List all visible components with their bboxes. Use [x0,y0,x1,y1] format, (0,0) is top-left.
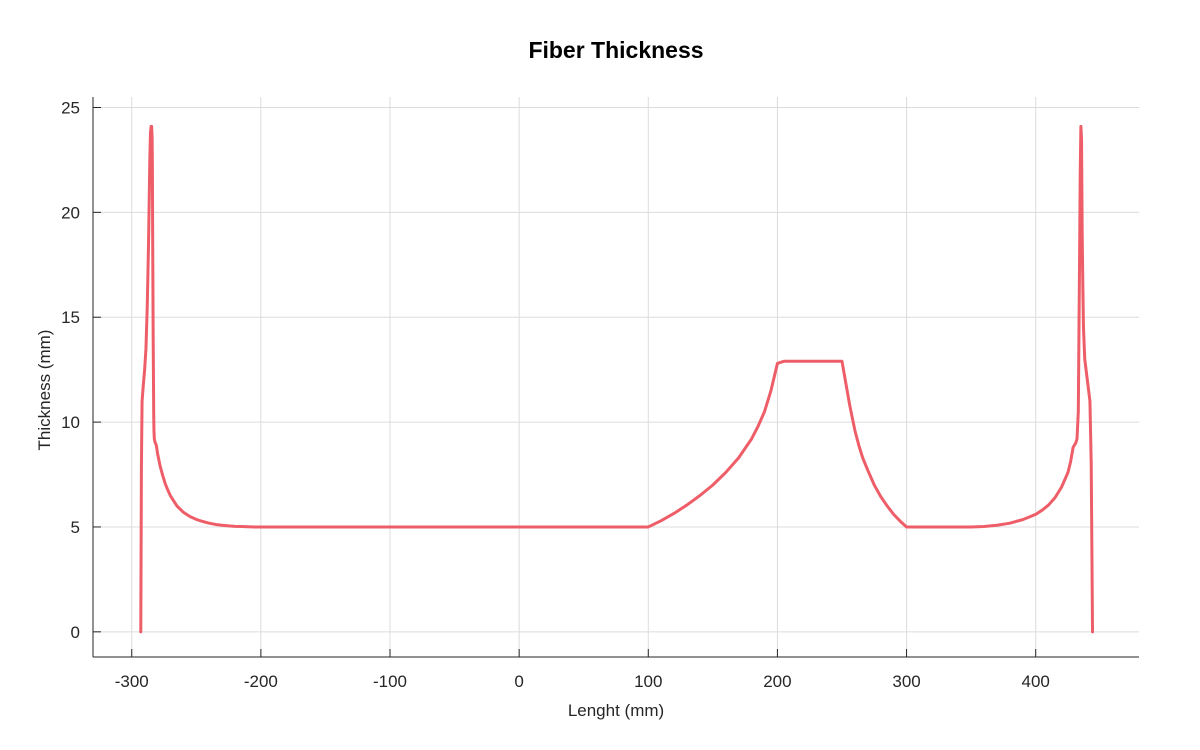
y-gridlines [93,106,1139,633]
series-layer [139,124,1095,634]
x-tick-label-2: -100 [373,672,407,691]
x-tick-label-1: -200 [244,672,278,691]
y-tick-label-5: 25 [61,98,80,117]
y-tick-label-0: 0 [71,623,80,642]
x-tick-label-4: 100 [634,672,662,691]
series-line-0 [139,124,1095,634]
y-axis-label: Thickness (mm) [35,330,54,451]
x-tick-label-6: 300 [892,672,920,691]
y-ticks: 0 5 10 15 20 25 [61,98,101,642]
x-tick-label-5: 200 [763,672,791,691]
y-tick-label-1: 5 [71,518,80,537]
x-tick-label-3: 0 [514,672,523,691]
x-gridlines [131,97,1037,657]
x-ticks: -300 -200 -100 0 100 200 300 400 [115,649,1050,691]
x-tick-label-7: 400 [1022,672,1050,691]
y-tick-label-2: 10 [61,413,80,432]
axes [92,97,1139,658]
y-tick-label-3: 15 [61,308,80,327]
x-tick-label-0: -300 [115,672,149,691]
x-axis-label: Lenght (mm) [568,701,664,720]
chart-title: Fiber Thickness [528,37,703,63]
y-tick-label-4: 20 [61,203,80,222]
